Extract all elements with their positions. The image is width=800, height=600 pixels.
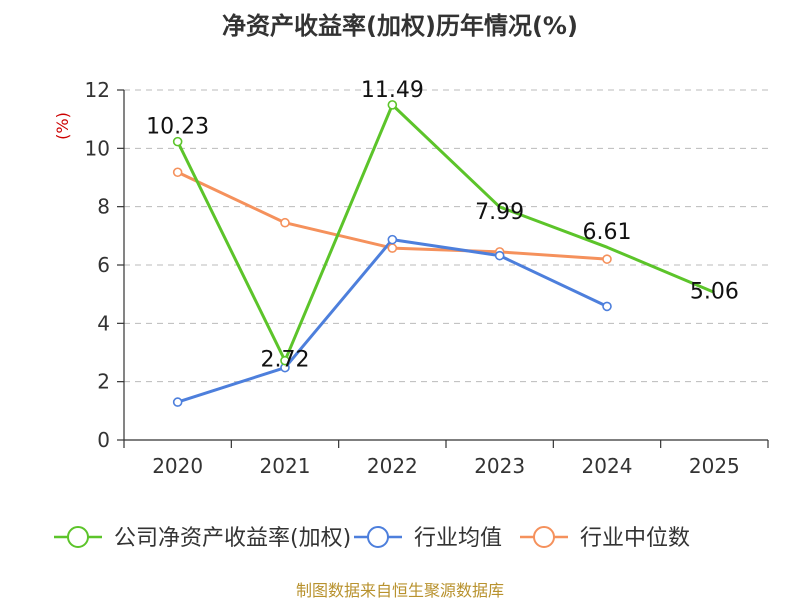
series-line [176,103,715,363]
data-label: 7.99 [475,200,524,225]
legend-marker [533,526,555,548]
x-tick-label: 2024 [582,454,633,478]
legend-item[interactable]: 公司净资产收益率(加权) [54,526,351,551]
data-label: 5.06 [690,279,739,304]
x-tick-label: 2020 [152,454,203,478]
y-tick-label: 2 [97,370,110,394]
data-point[interactable] [172,397,183,407]
legend-marker [367,526,389,548]
legend-label: 行业均值 [414,526,502,551]
data-point[interactable] [494,250,505,261]
y-tick-label: 0 [97,428,110,452]
data-point[interactable] [172,136,183,147]
data-label: 11.49 [361,78,424,103]
y-axis-label: (%) [53,112,72,140]
data-point[interactable] [387,243,398,253]
data-label: 2.72 [261,348,310,373]
y-tick-label: 8 [97,195,110,219]
series-lines [176,103,715,404]
data-label: 10.23 [146,115,209,140]
legend[interactable]: 公司净资产收益率(加权) 行业均值 行业中位数 [54,526,690,551]
legend-label: 行业中位数 [580,526,690,551]
legend-item[interactable]: 行业中位数 [520,526,690,551]
data-labels: 10.23 2.72 11.49 7.99 6.61 5.06 [146,78,739,373]
chart-title: 净资产收益率(加权)历年情况(%) [222,12,578,40]
axes: 0 2 4 6 8 10 12 2020 2021 2022 2023 2024 2025 [85,78,769,478]
data-label: 6.61 [583,220,632,245]
series-markers [172,100,612,407]
data-point[interactable] [280,355,290,366]
x-tick-label: 2021 [260,454,311,478]
x-tick-label: 2023 [474,454,525,478]
y-tick-label: 6 [97,253,110,277]
x-tick-label: 2022 [367,454,418,478]
x-tick-label: 2025 [689,454,740,478]
series-line [177,238,608,404]
legend-label: 公司净资产收益率(加权) [114,526,351,551]
data-point[interactable] [280,217,290,228]
legend-marker [67,526,89,548]
y-tick-label: 12 [85,78,110,102]
data-point[interactable] [387,100,398,110]
gridlines [124,89,768,383]
data-point[interactable] [602,301,612,312]
data-point[interactable] [172,167,183,178]
legend-item[interactable]: 行业均值 [354,526,502,551]
data-point[interactable] [387,234,398,245]
y-tick-label: 10 [85,136,110,160]
data-point[interactable] [602,254,612,264]
source-note: 制图数据来自恒生聚源数据库 [296,581,504,600]
y-tick-label: 4 [97,311,110,335]
